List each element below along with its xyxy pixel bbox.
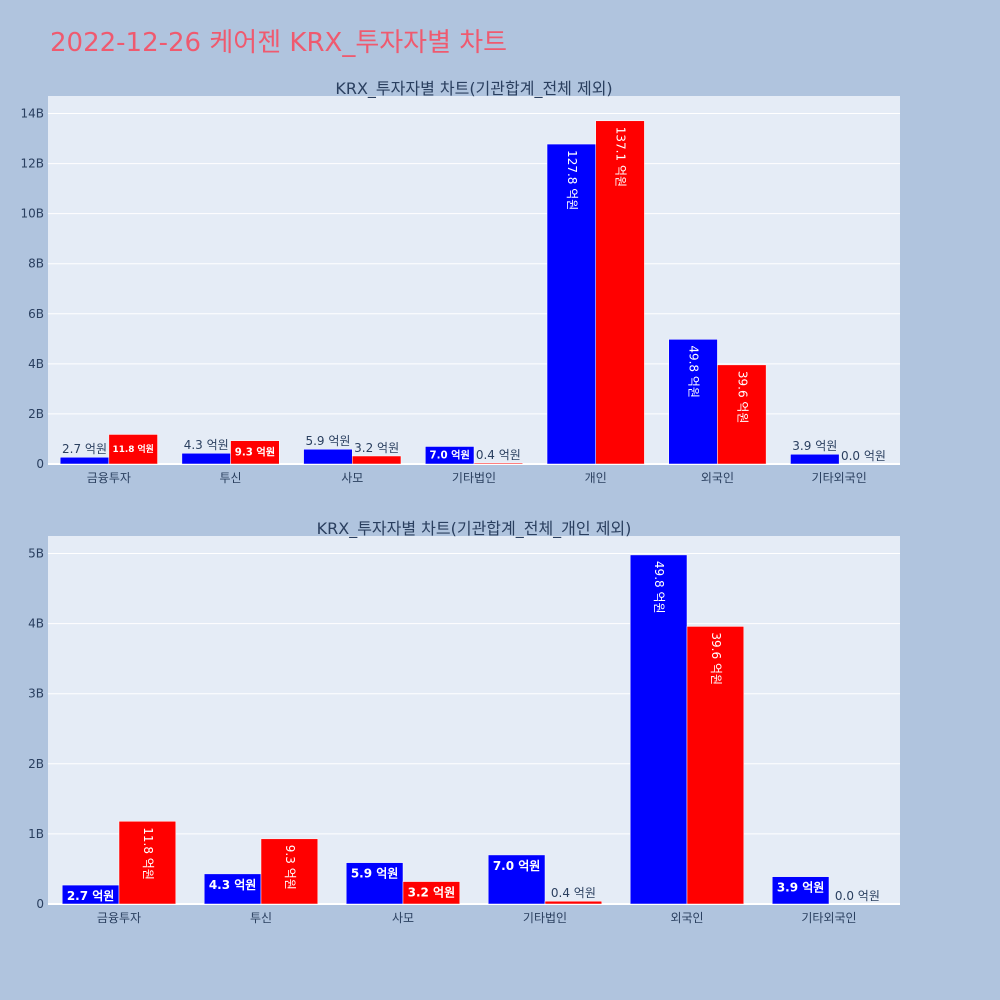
bar xyxy=(717,364,767,465)
data-label: 2.7 억원 xyxy=(62,442,107,456)
bar xyxy=(425,446,475,465)
bar xyxy=(473,462,523,465)
bar xyxy=(345,862,404,905)
data-label: 5.9 억원 xyxy=(305,434,350,448)
data-label: 11.8 억원 xyxy=(113,443,154,455)
data-label: 4.3 억원 xyxy=(209,878,257,892)
bar xyxy=(181,452,231,465)
plot-area xyxy=(48,536,900,904)
data-label: 9.3 억원 xyxy=(235,446,275,459)
bar xyxy=(260,838,319,905)
data-label: 49.8 억원 xyxy=(687,345,701,398)
x-tick-label: 투신 xyxy=(220,471,242,485)
chart-title: KRX_투자자별 차트(기관합계_전체 제외) xyxy=(335,79,612,99)
bar xyxy=(230,440,280,465)
y-tick-label: 0 xyxy=(36,897,44,911)
y-tick-label: 8B xyxy=(28,257,44,271)
chart-title: KRX_투자자별 차트(기관합계_전체_개인 제외) xyxy=(317,519,632,539)
data-label: 9.3 억원 xyxy=(283,845,297,890)
y-tick-label: 4B xyxy=(28,357,44,371)
bar xyxy=(595,120,645,465)
y-tick-label: 1B xyxy=(28,827,44,841)
bar xyxy=(402,881,461,905)
y-tick-label: 14B xyxy=(20,107,44,121)
data-label: 2.7 억원 xyxy=(67,889,115,903)
x-tick-label: 외국인 xyxy=(701,471,734,485)
x-tick-label: 개인 xyxy=(585,471,607,485)
data-label: 4.3 억원 xyxy=(184,438,229,452)
data-label: 49.8 억원 xyxy=(652,561,666,614)
x-tick-label: 기타외국인 xyxy=(801,911,856,925)
data-label: 5.9 억원 xyxy=(351,867,399,881)
data-label: 11.8 억원 xyxy=(141,827,155,880)
x-tick-label: 기타법인 xyxy=(523,911,567,925)
data-label: 3.2 억원 xyxy=(408,886,456,900)
x-tick-label: 기타법인 xyxy=(452,471,496,485)
bar xyxy=(686,626,745,905)
data-label: 137.1 억원 xyxy=(614,127,628,187)
data-label: 0.4 억원 xyxy=(476,448,521,462)
y-tick-label: 2B xyxy=(28,757,44,771)
data-label: 3.9 억원 xyxy=(792,439,837,453)
y-tick-label: 5B xyxy=(28,547,44,561)
bar xyxy=(544,900,603,905)
data-label: 0.0 억원 xyxy=(841,449,886,463)
bar xyxy=(668,339,718,465)
x-tick-label: 기타외국인 xyxy=(812,471,867,485)
data-label: 39.6 억원 xyxy=(709,632,723,685)
data-label: 3.2 억원 xyxy=(354,441,399,455)
data-label: 0.0 억원 xyxy=(835,889,880,903)
bar xyxy=(790,453,840,465)
y-tick-label: 10B xyxy=(20,207,44,221)
y-tick-label: 6B xyxy=(28,307,44,321)
x-tick-label: 투신 xyxy=(250,911,272,925)
y-tick-label: 12B xyxy=(20,157,44,171)
plot-area xyxy=(48,96,900,464)
bar xyxy=(108,434,158,465)
data-label: 3.9 억원 xyxy=(777,881,825,895)
x-tick-label: 외국인 xyxy=(670,911,703,925)
y-tick-label: 3B xyxy=(28,687,44,701)
bar xyxy=(546,143,596,465)
y-tick-label: 4B xyxy=(28,617,44,631)
page-title: 2022-12-26 케어젠 KRX_투자자별 차트 xyxy=(50,28,508,58)
data-label: 0.4 억원 xyxy=(551,886,596,900)
chart-2: 0 1B 2B 3B 4B 5B KRX_투자자별 차트(기관합계_전체_개인 제외) 금융투… xyxy=(28,519,900,925)
data-label: 7.0 억원 xyxy=(493,859,541,873)
data-label: 7.0 억원 xyxy=(429,449,469,462)
x-tick-label: 금융투자 xyxy=(97,911,141,925)
bar xyxy=(118,821,177,905)
x-tick-label: 사모 xyxy=(392,911,414,925)
bar xyxy=(203,873,262,905)
bar xyxy=(771,876,830,905)
bar xyxy=(487,854,546,905)
data-label: 39.6 억원 xyxy=(735,371,749,424)
data-label: 127.8 억원 xyxy=(565,150,579,210)
bar xyxy=(629,554,688,905)
bar xyxy=(352,455,402,465)
y-tick-label: 2B xyxy=(28,407,44,421)
bar xyxy=(59,456,110,465)
y-tick-label: 0 xyxy=(36,457,44,471)
x-tick-label: 사모 xyxy=(341,471,363,485)
bar xyxy=(303,448,353,465)
x-tick-label: 금융투자 xyxy=(87,471,131,485)
chart-1: 0 2B 4B 6B 8B 10B 12B 14B KRX_투자자별 차트(기관합계_전체 제외… xyxy=(20,79,900,485)
